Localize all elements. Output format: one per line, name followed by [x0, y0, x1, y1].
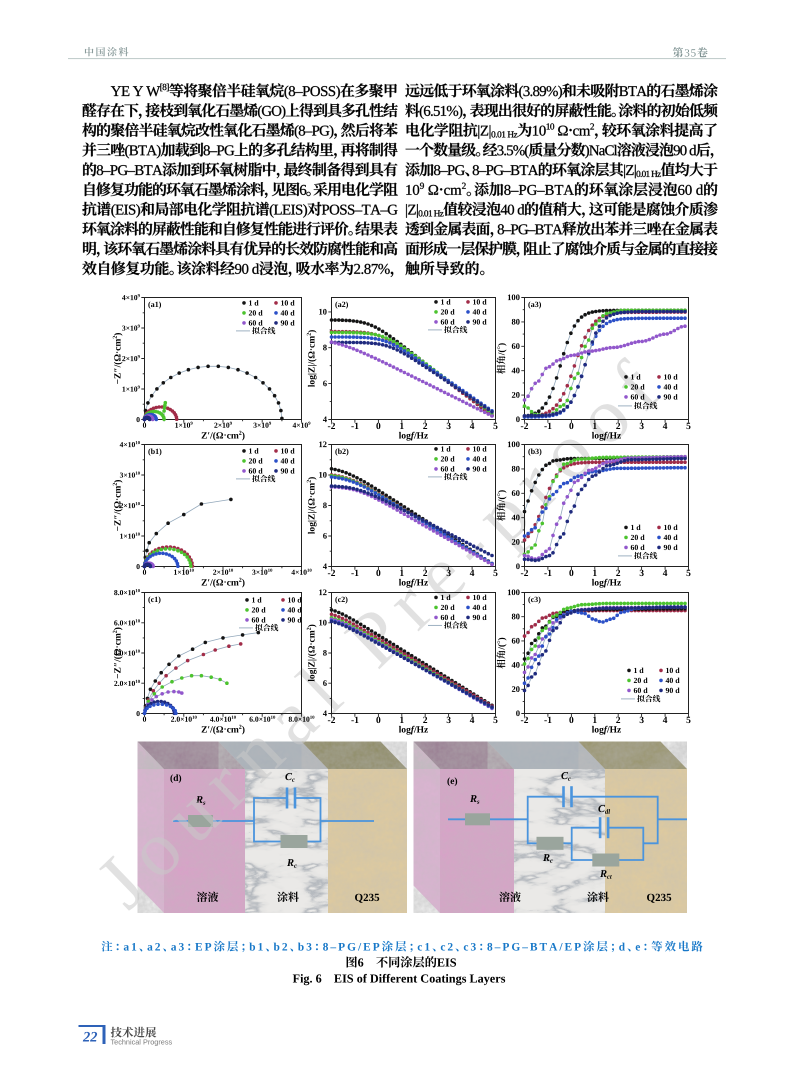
svg-text:Technical Progress: Technical Progress [111, 1038, 173, 1047]
